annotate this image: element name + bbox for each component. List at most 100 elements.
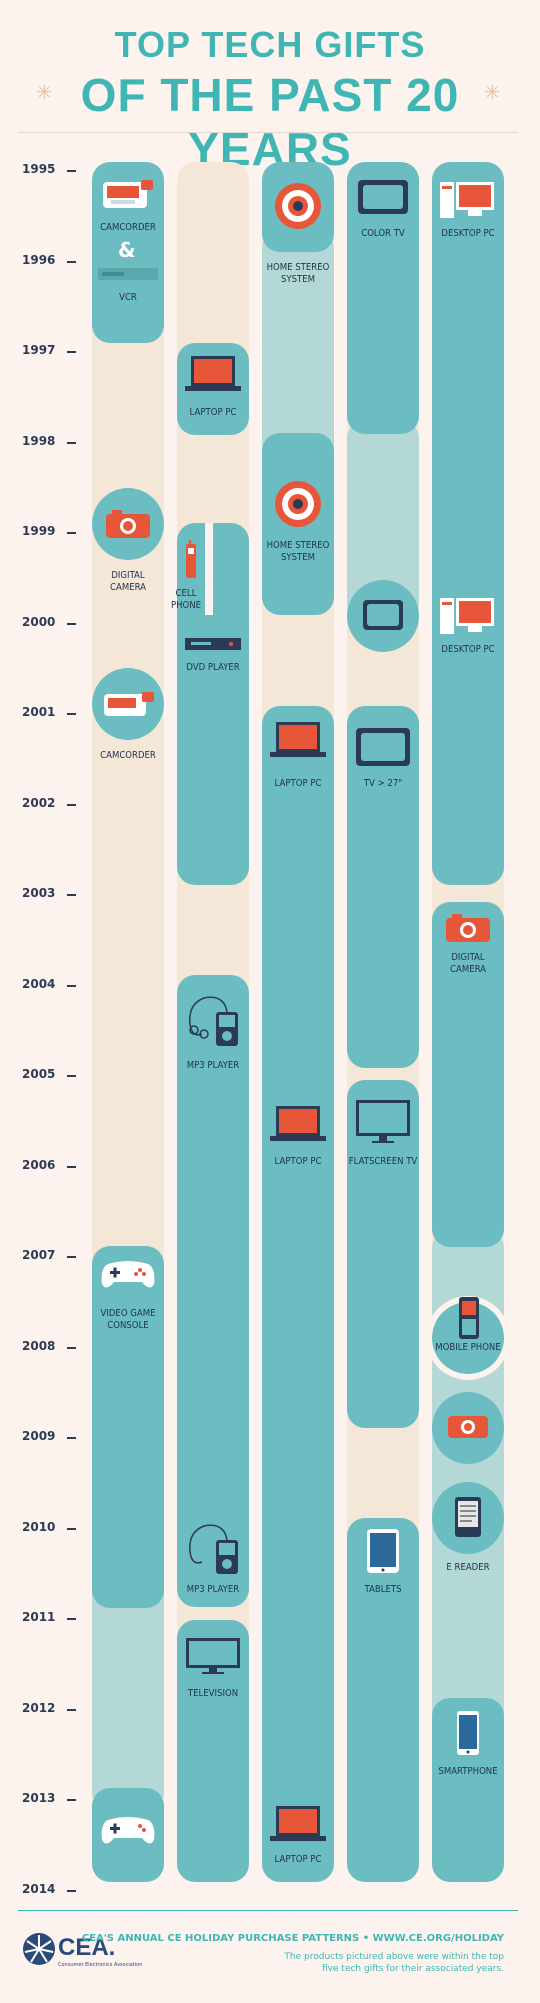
label-smartphone-2012: SMARTPHONE (438, 1766, 498, 1777)
year-tick (67, 170, 76, 172)
year-label: 2012 (22, 1700, 56, 1715)
label-desktop-2000: DESKTOP PC (441, 644, 495, 655)
year-label: 2005 (22, 1067, 56, 1081)
label-laptop-2005: LAPTOP PC (274, 1156, 322, 1167)
game-controller-icon (101, 1261, 155, 1288)
digital-camera-icon-3 (448, 1416, 488, 1438)
year-tick (67, 713, 76, 715)
year-label: 1997 (22, 343, 56, 357)
label-mobile-phone-2008: MOBILE PHONE (435, 1342, 501, 1353)
year-label: 2010 (22, 1519, 56, 1534)
year-tick (67, 803, 76, 806)
year-tick (67, 1165, 76, 1168)
big-tv-icon (356, 728, 410, 766)
footer-divider (18, 1910, 518, 1911)
year-tick (67, 1346, 76, 1349)
mp3-player-block (177, 975, 249, 1607)
year-label: 2001 (22, 705, 56, 719)
tablet-icon (367, 1529, 399, 1573)
cell-phone-icon (186, 540, 196, 578)
label-mp3-player-2004: MP3 PLAYER (186, 1060, 240, 1071)
label-flatscreen-2005: FLATSCREEN TV (348, 1156, 418, 1167)
vcr-icon (98, 268, 158, 280)
year-label: 2007 (22, 1248, 56, 1262)
camcorder-icon (103, 180, 153, 208)
label-vcr-1996: VCR (119, 292, 137, 303)
label-tablets-2010: TABLETS (364, 1584, 402, 1595)
digital-camera-icon-2 (446, 914, 490, 942)
year-tick (67, 622, 76, 625)
year-label: 1996 (22, 252, 56, 267)
cea-logo-subtitle: Consumer Electronics Association (58, 1962, 143, 1968)
year-tick (67, 1618, 76, 1620)
year-label: 2009 (22, 1429, 56, 1443)
year-label: 2006 (22, 1157, 56, 1172)
label-color-tv-1995: COLOR TV (361, 228, 405, 239)
year-label: 2011 (22, 1610, 56, 1624)
label-camcorder-1995: CAMCORDER (100, 222, 156, 233)
label-e-reader-2010: E READER (446, 1562, 490, 1573)
year-tick (67, 351, 76, 353)
year-tick (67, 894, 76, 896)
label-digital-camera-1999: DIGITAL CAMERA (110, 570, 146, 593)
label-desktop-1995: DESKTOP PC (441, 228, 495, 239)
laptop-block-2001 (262, 706, 334, 1882)
year-label: 2003 (22, 886, 56, 900)
speaker-icon (275, 183, 321, 229)
laptop-icon-4 (270, 1806, 326, 1841)
column-3-band-pale (262, 230, 334, 470)
digital-camera-block (432, 902, 504, 1247)
cea-logo-text: CEA. (58, 1934, 116, 1961)
ampersand: & (118, 238, 136, 262)
cell-dvd-divider (205, 523, 213, 615)
year-label: 2002 (22, 795, 56, 810)
digital-camera-icon (106, 510, 150, 538)
year-tick (67, 1799, 76, 1801)
flatscreen-tv-icon (356, 1100, 410, 1143)
year-tick (67, 1075, 76, 1077)
year-label: 2008 (22, 1338, 56, 1353)
year-label: 2014 (22, 1881, 56, 1896)
e-reader-icon (455, 1497, 481, 1537)
game-controller-icon-2 (101, 1817, 155, 1844)
year-label: 2000 (22, 614, 56, 629)
camcorder-icon-2 (104, 692, 154, 716)
laptop-icon-3 (270, 1106, 326, 1141)
year-label: 2013 (22, 1791, 56, 1805)
star-icon-right: ✳ (484, 80, 501, 104)
year-label: 1998 (22, 433, 56, 448)
label-camcorder-2001: CAMCORDER (100, 750, 156, 761)
mobile-phone-icon (459, 1297, 479, 1339)
desktop-pc-icon (440, 182, 494, 218)
header-divider (18, 132, 518, 133)
label-laptop-2013: LAPTOP PC (274, 1854, 322, 1865)
year-tick (67, 984, 76, 987)
year-tick (67, 441, 76, 444)
label-home-stereo-1998: HOME STEREO SYSTEM (266, 540, 330, 563)
year-label: 2004 (22, 976, 56, 991)
dvd-player-icon (185, 638, 241, 650)
label-tv-27-2001: TV > 27" (363, 778, 403, 789)
label-home-stereo-1995: HOME STEREO SYSTEM (266, 262, 330, 285)
title-line-1: TOP TECH GIFTS (114, 24, 426, 65)
tablets-block (347, 1518, 419, 1882)
tv-27-block (347, 706, 419, 1068)
label-mp3-player-2010: MP3 PLAYER (186, 1584, 240, 1595)
year-tick (67, 1527, 76, 1530)
color-tv-icon-2 (363, 600, 403, 630)
label-television-2011: TELEVISION (187, 1688, 239, 1699)
title-line-2: OF THE PAST 20 YEARS (80, 69, 460, 175)
year-label: 1995 (22, 162, 56, 176)
year-label: 1999 (22, 524, 56, 538)
speaker-icon-2 (275, 481, 321, 527)
label-laptop-2001: LAPTOP PC (274, 778, 322, 789)
footer-note: The products pictured above were within … (284, 1952, 504, 1974)
smartphone-icon (457, 1711, 479, 1755)
year-tick (67, 1708, 76, 1711)
video-game-console-block (92, 1246, 164, 1608)
mp3-player-icon (189, 996, 238, 1046)
cell-dvd-block (177, 523, 249, 885)
label-video-game-console-2007: VIDEO GAME CONSOLE (100, 1308, 156, 1331)
label-laptop-1997: LAPTOP PC (189, 407, 237, 418)
laptop-icon (185, 356, 241, 391)
